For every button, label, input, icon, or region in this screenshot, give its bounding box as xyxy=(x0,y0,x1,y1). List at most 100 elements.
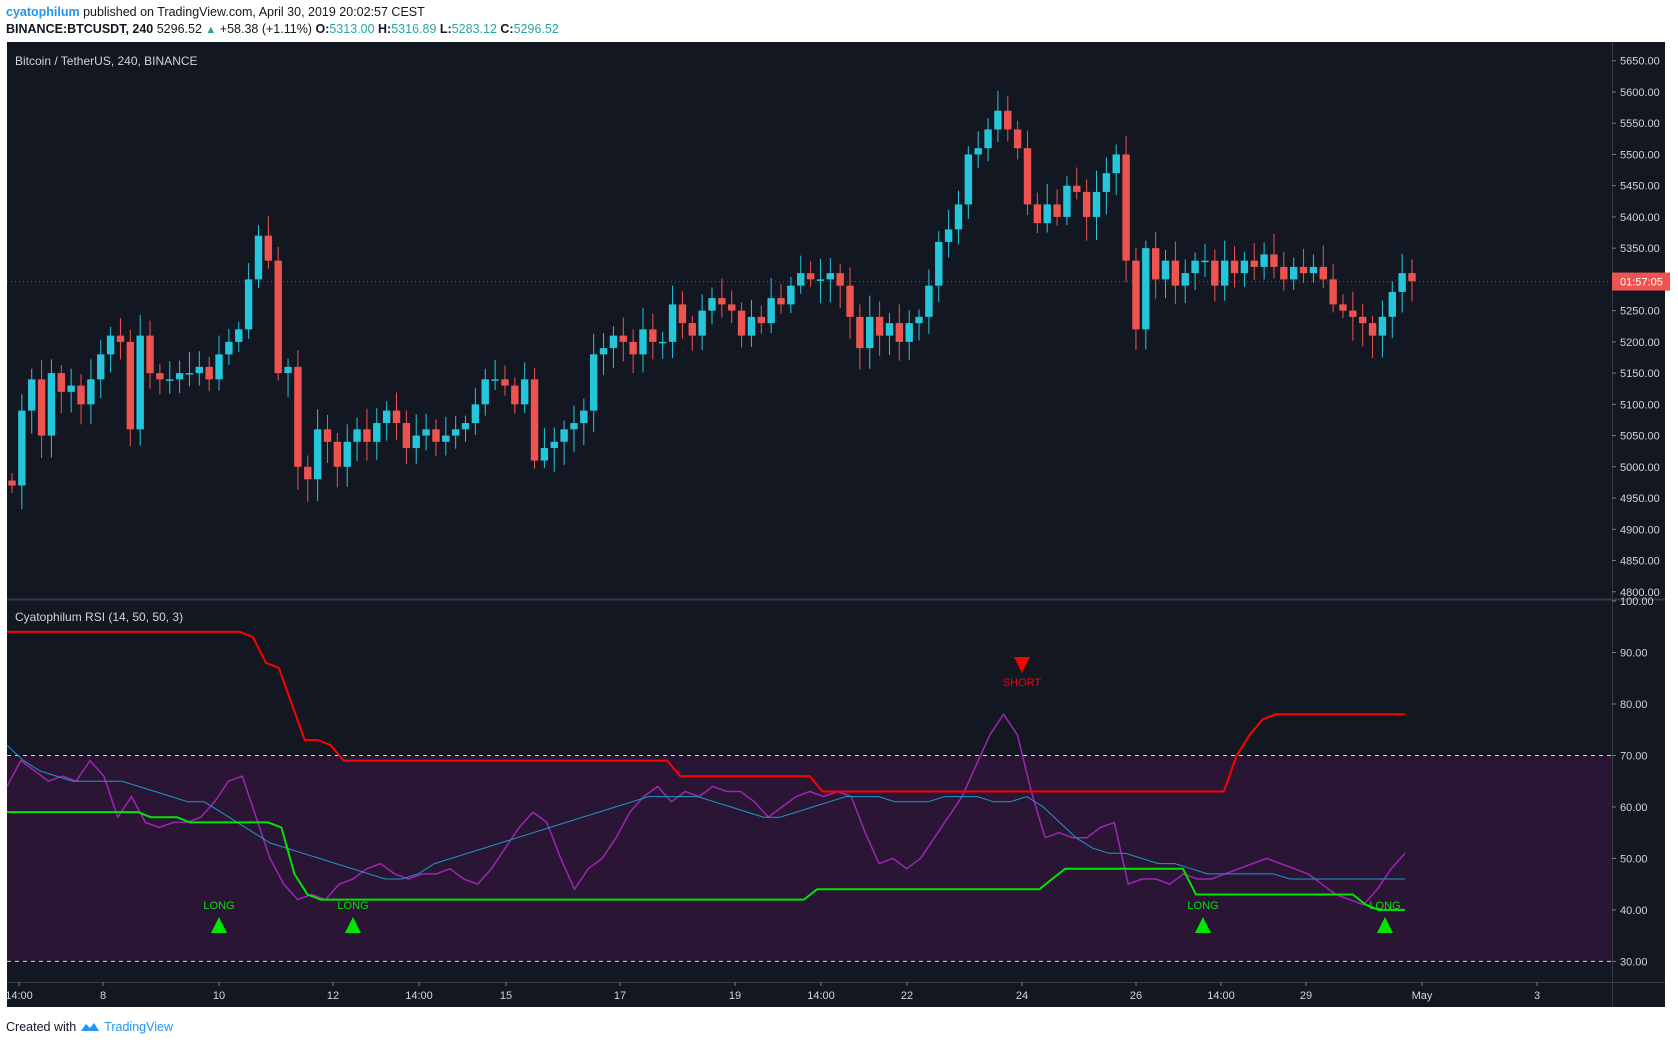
price-tick-label: 5450.00 xyxy=(1620,181,1660,193)
candle-body xyxy=(481,379,489,405)
candle-body xyxy=(323,429,332,442)
last-price-tag xyxy=(1612,272,1670,291)
time-tick-label: 14:00 xyxy=(1207,990,1235,1002)
candle-body xyxy=(1004,110,1012,130)
candle-body xyxy=(1220,260,1229,286)
price-change: +58.38 (+1.11%) xyxy=(219,22,312,36)
candle-body xyxy=(846,285,854,317)
candle-body xyxy=(718,298,726,305)
footer: Created with TradingView xyxy=(6,1020,173,1034)
candle-body xyxy=(47,373,56,436)
tradingview-brand[interactable]: TradingView xyxy=(104,1020,173,1034)
long-signal-arrow-icon xyxy=(1195,917,1211,933)
short-signal-label: SHORT xyxy=(1003,677,1042,689)
candle-body xyxy=(974,148,982,155)
low-label: L: xyxy=(439,22,452,36)
candle-body xyxy=(1250,260,1258,267)
candle-body xyxy=(1053,204,1061,217)
price-tick-label: 4950.00 xyxy=(1620,493,1660,505)
candle-body xyxy=(1132,260,1140,330)
candle-body xyxy=(382,410,391,424)
candle-body xyxy=(708,298,716,311)
candle-body xyxy=(659,341,667,344)
candle-body xyxy=(1398,273,1406,292)
candle-body xyxy=(925,285,933,317)
long-signal-arrow-icon xyxy=(211,917,227,933)
rsi-tick-label: 60.00 xyxy=(1620,802,1648,814)
rsi-tick-label: 90.00 xyxy=(1620,647,1648,659)
time-tick-label: 24 xyxy=(1016,990,1028,1002)
price-tick-label: 5650.00 xyxy=(1620,56,1660,68)
rsi-series-rsi_ma xyxy=(6,744,1405,880)
rsi-series-upper xyxy=(7,630,1405,793)
candle-body xyxy=(244,279,253,330)
time-tick-label: 26 xyxy=(1130,990,1142,1002)
last-price-tag-label: 01:57:05 xyxy=(1620,277,1663,289)
time-tick-label: 10 xyxy=(213,990,225,1002)
candle-body xyxy=(1122,154,1130,261)
candle-body xyxy=(274,260,282,374)
candle-body xyxy=(1359,316,1367,324)
candle-body xyxy=(146,335,154,374)
long-signal-label: LONG xyxy=(203,900,234,912)
price-tick-label: 5100.00 xyxy=(1620,399,1660,411)
candle-body xyxy=(678,304,687,324)
candle-body xyxy=(166,379,174,381)
candle-body xyxy=(1319,266,1327,280)
time-tick-label: 14:00 xyxy=(405,990,433,1002)
candle-body xyxy=(994,110,1002,130)
time-tick-label: 15 xyxy=(500,990,512,1002)
candle-body xyxy=(1339,304,1347,311)
candle-body xyxy=(442,435,450,442)
candle-body xyxy=(87,379,95,405)
candle-body xyxy=(77,385,85,405)
candle-body xyxy=(767,298,775,324)
candle-body xyxy=(461,423,470,430)
candle-body xyxy=(1201,260,1209,263)
candle-body xyxy=(1151,248,1160,280)
time-tick-label: 29 xyxy=(1300,990,1312,1002)
candle-body xyxy=(826,273,835,280)
candle-body xyxy=(215,354,223,380)
high-value: 5316.89 xyxy=(391,22,437,36)
candle-body xyxy=(254,235,263,280)
candle-body xyxy=(363,429,371,442)
chart-header: cyatophilum published on TradingView.com… xyxy=(6,4,559,39)
price-tick-label: 5600.00 xyxy=(1620,87,1660,99)
time-tick-label: 22 xyxy=(901,990,913,1002)
candle-body xyxy=(501,379,509,386)
candle-body xyxy=(728,304,736,311)
candle-body xyxy=(797,273,805,286)
candle-body xyxy=(97,354,105,380)
candle-body xyxy=(235,329,243,342)
candle-body xyxy=(1181,273,1189,286)
candle-body xyxy=(964,154,973,205)
candle-body xyxy=(609,335,618,349)
candle-body xyxy=(649,329,657,342)
candle-body xyxy=(304,466,312,480)
time-tick-label: 14:00 xyxy=(5,990,33,1002)
candle-body xyxy=(284,366,292,374)
price-tick-label: 5150.00 xyxy=(1620,368,1660,380)
candle-body xyxy=(629,341,637,355)
long-signal-label: LONG xyxy=(1369,900,1400,912)
candle-body xyxy=(1171,260,1180,286)
candle-body xyxy=(28,379,36,411)
created-with-text: Created with xyxy=(6,1020,77,1034)
symbol-label: BINANCE:BTCUSDT, 240 xyxy=(6,22,154,36)
rsi-tick-label: 40.00 xyxy=(1620,905,1648,917)
time-tick-label: 19 xyxy=(729,990,741,1002)
candle-body xyxy=(1043,204,1051,224)
candle-body xyxy=(67,385,75,392)
candle-body xyxy=(432,429,440,442)
candle-body xyxy=(57,373,65,392)
candle-body xyxy=(1073,185,1081,192)
candle-body xyxy=(1142,248,1150,330)
candle-body xyxy=(18,410,26,486)
price-tick-label: 5250.00 xyxy=(1620,306,1660,318)
rsi-tick-label: 30.00 xyxy=(1620,956,1648,968)
candle-body xyxy=(333,441,342,467)
author-link[interactable]: cyatophilum xyxy=(6,5,80,19)
candle-body xyxy=(935,241,943,286)
